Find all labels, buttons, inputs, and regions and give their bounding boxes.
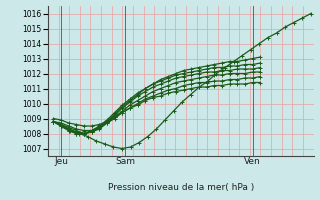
Text: Pression niveau de la mer( hPa ): Pression niveau de la mer( hPa ) (108, 183, 254, 192)
Text: Ven: Ven (244, 157, 261, 166)
Text: Jeu: Jeu (54, 157, 68, 166)
Text: Sam: Sam (115, 157, 135, 166)
